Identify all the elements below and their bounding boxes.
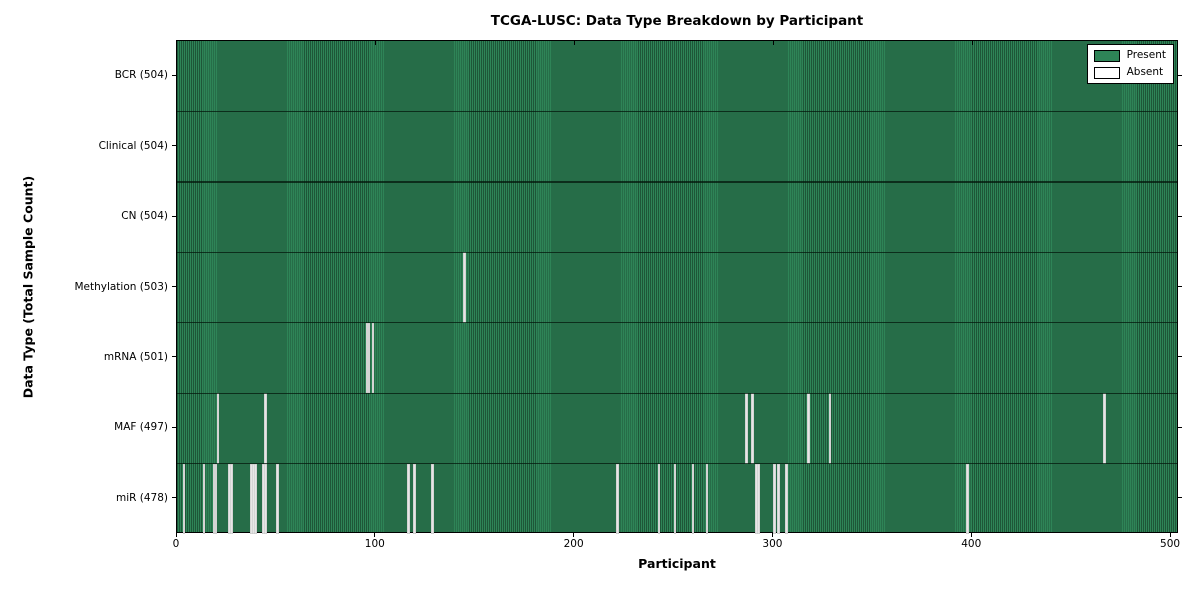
absent-bar (616, 463, 619, 534)
absent-bar (407, 463, 410, 534)
row-boundary (177, 392, 1177, 394)
y-tick-label: Methylation (503) (74, 280, 168, 293)
chart-title: TCGA-LUSC: Data Type Breakdown by Partic… (490, 13, 864, 29)
absent-bar (202, 463, 206, 534)
x-tick-mark-top (772, 41, 774, 45)
y-tick-mark (172, 286, 176, 287)
absent-bar (773, 463, 776, 534)
absent-bar (250, 463, 253, 534)
x-tick-mark (970, 533, 972, 537)
x-tick-mark-top (574, 41, 576, 45)
absent-bar (657, 463, 661, 534)
y-tick-mark (1178, 286, 1182, 287)
absent-bar (1103, 393, 1106, 464)
row-boundary (177, 251, 1177, 253)
x-tick-label: 0 (172, 538, 180, 550)
absent-bar (252, 463, 255, 534)
row-boundary (177, 462, 1177, 465)
x-tick-mark-top (375, 41, 377, 45)
legend-present-label: Present (1126, 49, 1166, 61)
x-tick-label: 200 (563, 538, 584, 550)
absent-bar (828, 393, 832, 464)
absent-bar (264, 463, 267, 534)
y-tick-mark (172, 215, 176, 217)
x-axis-label: Participant (638, 556, 716, 571)
absent-bar (365, 322, 369, 394)
y-tick-mark (1178, 74, 1182, 76)
absent-bar (807, 393, 810, 464)
y-tick-label: BCR (504) (114, 69, 168, 82)
y-tick-mark (1178, 426, 1182, 428)
absent-bar (228, 463, 231, 534)
x-tick-mark (771, 533, 773, 537)
x-tick-mark (573, 533, 575, 537)
absent-bar (966, 463, 969, 534)
row-boundary (177, 181, 1177, 183)
row-boundary (177, 110, 1177, 113)
absent-bar (212, 463, 216, 534)
absent-bar (673, 463, 677, 534)
y-tick-label: Clinical (504) (98, 139, 168, 152)
absent-bar (745, 393, 748, 464)
legend-absent-swatch (1093, 66, 1120, 79)
y-tick-label: CN (504) (121, 210, 168, 223)
absent-bar (413, 463, 416, 534)
x-tick-label: 400 (961, 538, 982, 550)
legend-present-swatch (1093, 49, 1120, 62)
absent-bar (755, 463, 758, 534)
legend-absent-label: Absent (1126, 66, 1164, 78)
x-tick-mark-top (971, 41, 973, 45)
absent-bar (757, 463, 760, 534)
x-tick-label: 300 (762, 538, 783, 550)
absent-bar (276, 463, 279, 534)
y-tick-mark (172, 497, 176, 499)
legend-item-absent: Absent (1093, 66, 1166, 79)
row-boundary (177, 322, 1177, 324)
y-tick-mark (172, 426, 176, 428)
y-tick-label: mRNA (501) (103, 350, 168, 363)
absent-bar (705, 463, 709, 534)
y-tick-mark (1178, 145, 1182, 147)
y-tick-mark (172, 356, 176, 358)
y-tick-label: miR (478) (115, 491, 168, 504)
x-tick-label: 100 (364, 538, 385, 550)
y-tick-mark (172, 145, 176, 147)
absent-bar (463, 252, 466, 323)
absent-bar (751, 393, 754, 464)
x-tick-label: 500 (1160, 538, 1181, 550)
absent-bar (216, 393, 220, 464)
y-tick-mark (1178, 215, 1182, 217)
absent-bar (264, 393, 267, 464)
x-tick-mark (374, 533, 376, 537)
legend-item-present: Present (1093, 49, 1166, 62)
legend: Present Absent (1086, 44, 1174, 84)
absent-bar (367, 322, 371, 394)
absent-bar (182, 463, 186, 534)
y-tick-mark (1178, 497, 1182, 499)
absent-bar (262, 463, 265, 534)
absent-bar (691, 463, 695, 534)
absent-bar (230, 463, 233, 534)
absent-bar (214, 463, 218, 534)
absent-bar (777, 463, 780, 534)
y-tick-mark (1178, 356, 1182, 358)
absent-bar (785, 463, 788, 534)
absent-bar (431, 463, 434, 534)
absent-bar (254, 463, 257, 534)
y-tick-label: MAF (497) (114, 421, 168, 434)
plot-area: Present Absent (176, 40, 1178, 534)
absent-bar (371, 322, 375, 394)
x-tick-mark (1169, 533, 1171, 537)
y-tick-mark (172, 74, 176, 76)
x-tick-mark (175, 533, 177, 537)
